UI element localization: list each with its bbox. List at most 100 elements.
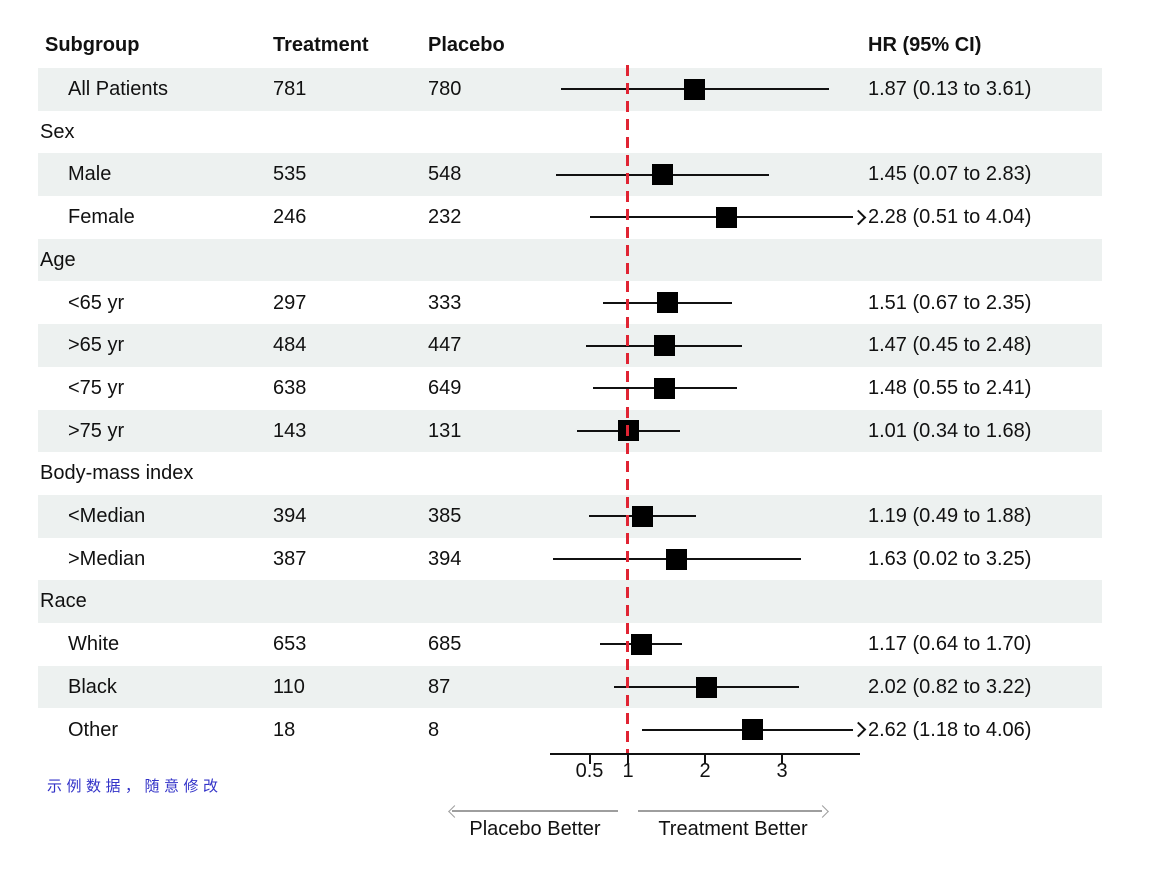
group-row-body-mass-index: Body-mass index <box>0 452 1160 495</box>
subgroup-row-median: >Median 387 394 1.63 (0.02 to 3.25) <box>0 538 1160 581</box>
hr-ci-text: 1.17 (0.64 to 1.70) <box>868 633 1032 656</box>
placebo-count: 394 <box>428 547 462 570</box>
row-stripe <box>38 324 1102 367</box>
treatment-count: 246 <box>273 206 307 229</box>
column-header-subgroup: Subgroup <box>45 34 140 56</box>
placebo-count: 232 <box>428 206 462 229</box>
treatment-count: 143 <box>273 419 307 442</box>
hr-point-marker <box>716 206 738 228</box>
placebo-count: 87 <box>428 675 451 698</box>
subgroup-row-male: Male 535 548 1.45 (0.07 to 2.83) <box>0 153 1160 197</box>
subgroup-row-female: Female 246 232 2.28 (0.51 to 4.04) <box>0 196 1160 239</box>
column-header-placebo: Placebo <box>428 34 505 56</box>
placebo-better-arrow-shaft <box>452 810 618 812</box>
axis-tick-label: 2 <box>699 760 711 782</box>
column-header-hr-ci: HR (95% CI) <box>868 34 982 56</box>
hr-point-marker <box>666 548 687 570</box>
row-label: Female <box>68 206 135 229</box>
row-stripe <box>38 665 1102 709</box>
row-label: >Median <box>68 547 146 570</box>
treatment-count: 394 <box>273 505 307 527</box>
row-label: Age <box>40 248 76 271</box>
footnote-annotation: 示例数据，随意修改 <box>47 777 223 795</box>
subgroup-row-median: <Median 394 385 1.19 (0.49 to 1.88) <box>0 495 1160 538</box>
hr-point-marker <box>654 377 676 399</box>
row-label: Other <box>68 718 119 741</box>
row-label: >65 yr <box>68 334 125 357</box>
subgroup-row-all-patients: All Patients 781 780 1.87 (0.13 to 3.61) <box>0 68 1160 111</box>
reference-line-hr1 <box>626 65 629 753</box>
hr-ci-text: 2.28 (0.51 to 4.04) <box>868 206 1032 229</box>
axis-tick-label: 0.5 <box>575 760 604 782</box>
placebo-count: 8 <box>428 718 440 741</box>
subgroup-row-65-yr: >65 yr 484 447 1.47 (0.45 to 2.48) <box>0 324 1160 367</box>
row-stripe <box>38 238 1102 282</box>
hr-point-marker <box>652 164 674 186</box>
placebo-better-label: Placebo Better <box>469 818 601 840</box>
hr-ci-text: 2.02 (0.82 to 3.22) <box>868 675 1032 698</box>
group-row-race: Race <box>0 580 1160 624</box>
hr-point-marker <box>630 633 652 655</box>
subgroup-row-other: Other 18 8 2.62 (1.18 to 4.06) <box>0 709 1160 752</box>
placebo-count: 685 <box>428 633 462 656</box>
placebo-count: 780 <box>428 78 462 100</box>
placebo-count: 131 <box>428 419 462 442</box>
subgroup-row-75-yr: >75 yr 143 131 1.01 (0.34 to 1.68) <box>0 409 1160 453</box>
arrow-left-icon <box>448 804 461 818</box>
hr-ci-text: 1.63 (0.02 to 3.25) <box>868 547 1032 570</box>
treatment-count: 653 <box>273 633 307 656</box>
hr-point-marker <box>742 719 764 741</box>
row-label: Body-mass index <box>40 462 194 485</box>
row-stripe <box>38 495 1102 538</box>
row-label: <Median <box>68 505 146 527</box>
axis-tick-label: 3 <box>776 760 788 782</box>
subgroup-row-75-yr: <75 yr 638 649 1.48 (0.55 to 2.41) <box>0 367 1160 410</box>
placebo-count: 333 <box>428 291 462 314</box>
hr-point-marker <box>653 335 675 357</box>
row-label: Male <box>68 163 112 186</box>
row-label: Sex <box>40 120 75 143</box>
hr-point-marker <box>696 676 718 698</box>
ci-arrow-right-icon <box>850 209 867 226</box>
hr-point-marker <box>632 505 654 527</box>
hr-ci-text: 1.19 (0.49 to 1.88) <box>868 505 1032 527</box>
axis-tick <box>781 753 783 764</box>
hr-ci-text: 1.47 (0.45 to 2.48) <box>868 334 1032 357</box>
group-row-age: Age <box>0 238 1160 282</box>
row-stripe <box>38 580 1102 624</box>
column-header-treatment: Treatment <box>273 34 369 56</box>
row-label: Race <box>40 590 87 613</box>
hr-ci-text: 1.48 (0.55 to 2.41) <box>868 376 1032 399</box>
axis-tick-label: 1 <box>622 760 634 782</box>
placebo-count: 649 <box>428 376 462 399</box>
treatment-count: 297 <box>273 291 307 314</box>
subgroup-row-black: Black 110 87 2.02 (0.82 to 3.22) <box>0 665 1160 709</box>
hr-point-marker <box>684 78 706 100</box>
axis-tick <box>704 753 706 764</box>
group-row-sex: Sex <box>0 111 1160 154</box>
row-label: White <box>68 633 120 656</box>
subgroup-row-white: White 653 685 1.17 (0.64 to 1.70) <box>0 623 1160 666</box>
subgroup-row-65-yr: <65 yr 297 333 1.51 (0.67 to 2.35) <box>0 282 1160 325</box>
placebo-count: 548 <box>428 163 462 186</box>
treatment-count: 484 <box>273 334 307 357</box>
hr-ci-text: 1.51 (0.67 to 2.35) <box>868 291 1032 314</box>
treatment-count: 781 <box>273 78 307 100</box>
treatment-count: 110 <box>273 675 305 698</box>
treatment-count: 535 <box>273 163 307 186</box>
hr-ci-text: 2.62 (1.18 to 4.06) <box>868 718 1032 741</box>
row-label: <65 yr <box>68 291 125 314</box>
hr-ci-text: 1.87 (0.13 to 3.61) <box>868 78 1032 100</box>
treatment-count: 18 <box>273 718 296 741</box>
hr-ci-text: 1.01 (0.34 to 1.68) <box>868 419 1032 442</box>
axis-tick <box>588 753 591 764</box>
row-stripe <box>38 409 1102 453</box>
treatment-count: 387 <box>273 547 307 570</box>
treatment-count: 638 <box>273 376 307 399</box>
row-label: <75 yr <box>68 376 125 399</box>
placebo-count: 385 <box>428 505 462 527</box>
arrow-right-icon <box>816 804 829 818</box>
hr-ci-text: 1.45 (0.07 to 2.83) <box>868 163 1032 186</box>
row-label: >75 yr <box>68 419 125 442</box>
